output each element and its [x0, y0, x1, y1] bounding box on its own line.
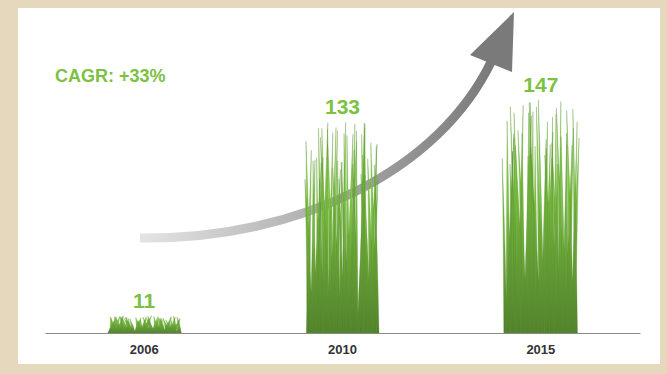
tick: 2010: [328, 333, 357, 357]
plot-area: [108, 100, 579, 333]
bar: [108, 316, 182, 333]
chart: 2006 2010 2015 11 133 147 CAGR: +33%: [0, 0, 667, 374]
tick: 2006: [130, 333, 159, 357]
bar: [305, 122, 379, 333]
tick-label: 2006: [130, 342, 159, 357]
annotation: CAGR: +33%: [55, 66, 166, 86]
trend-arrow: [140, 60, 492, 238]
tick-label: 2010: [328, 342, 357, 357]
tick-label: 2015: [526, 342, 555, 357]
data-label: 133: [325, 95, 360, 118]
axis-line: [46, 333, 641, 334]
bar: [502, 100, 579, 333]
data-label: 147: [523, 73, 558, 96]
tick: 2015: [526, 333, 555, 357]
data-label: 11: [133, 289, 156, 312]
trend-arrow-head: [470, 12, 514, 72]
panel: [18, 8, 660, 364]
x-axis: 2006 2010 2015: [46, 333, 641, 357]
